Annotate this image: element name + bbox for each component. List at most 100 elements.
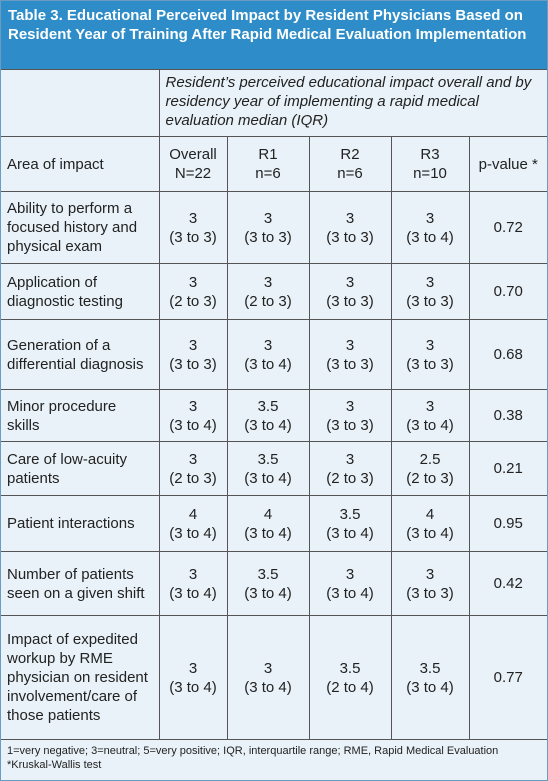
value-cell: 3 (3 to 3) (226, 191, 310, 264)
iqr: (3 to 4) (326, 584, 374, 602)
median: 3 (188, 273, 198, 291)
data-row: Care of low-acuity patients 3 (2 to 3) 3.5(… (1, 441, 548, 496)
value-cell: 3.5 (3 to 4) (226, 441, 310, 496)
column-header: R3 n=10 (390, 136, 470, 192)
iqr: (3 to 4) (244, 355, 292, 373)
value-cell: 3 (3 to 4) (226, 319, 310, 390)
table-title: Table 3. Educational Perceived Impact by… (1, 1, 547, 69)
p-value: 0.21 (468, 441, 548, 496)
median: 3 (425, 397, 435, 415)
value-cell: 3 (3 to 3) (390, 263, 470, 320)
iqr: (2 to 3) (169, 292, 217, 310)
value-cell: 3 (3 to 3) (308, 319, 392, 390)
column-header: R2 n=6 (308, 136, 392, 192)
median: 3 (345, 565, 355, 583)
median: 3.5 (257, 565, 279, 583)
value-cell: 3.5 (3 to 4) (226, 551, 310, 616)
iqr: (3 to 4) (244, 416, 292, 434)
median: 3 (188, 565, 198, 583)
iqr: (3 to 4) (244, 678, 292, 696)
median: 4 (263, 505, 273, 523)
column-label: Area of impact (7, 155, 104, 173)
iqr: (3 to 4) (406, 524, 454, 542)
median: 3.5 (257, 397, 279, 415)
row-label: Application of diagnostic testing (1, 263, 160, 320)
value-cell: 3 (3 to 3) (158, 191, 228, 264)
caption: Resident’s perceived educational impact … (158, 69, 548, 137)
median: 3 (425, 209, 435, 227)
column-label: R3 (420, 146, 440, 163)
iqr: (3 to 4) (244, 524, 292, 542)
value-cell: 3 (3 to 4) (158, 389, 228, 442)
median: 3 (263, 209, 273, 227)
value-cell: 4 (3 to 4) (158, 495, 228, 552)
median: 3 (188, 209, 198, 227)
row-label: Care of low-acuity patients (1, 441, 160, 496)
value-cell: 3 (2 to 3) (308, 441, 392, 496)
value-cell: 2.5 (2 to 3) (390, 441, 470, 496)
median: 3 (425, 273, 435, 291)
data-row: Patient interactions 4 (3 to 4) 4 (3 to 4) 3.… (1, 495, 548, 552)
iqr: (3 to 3) (406, 584, 454, 602)
value-cell: 3.5 (3 to 4) (390, 615, 470, 740)
iqr: (2 to 3) (326, 469, 374, 487)
data-row: Application of diagnostic testing 3 (2 to … (1, 263, 548, 320)
iqr: (3 to 4) (406, 228, 454, 246)
value-cell: 3 (2 to 3) (158, 441, 228, 496)
iqr: (3 to 4) (169, 524, 217, 542)
column-label: p-value * (478, 155, 538, 173)
column-header: Area of impact (1, 136, 160, 192)
median: 3.5 (339, 659, 361, 677)
value-cell: 3 (3 to 4) (226, 615, 310, 740)
data-row: Generation of a differential diagnosis 3(… (1, 319, 548, 390)
p-value: 0.42 (468, 551, 548, 616)
column-header: R1 n=6 (226, 136, 310, 192)
value-cell: 3 (3 to 3) (390, 551, 470, 616)
iqr: (3 to 3) (169, 228, 217, 246)
median: 4 (425, 505, 435, 523)
row-label: Ability to perform a focused history and… (1, 191, 160, 264)
iqr: (3 to 4) (326, 524, 374, 542)
value-cell: 4 (3 to 4) (226, 495, 310, 552)
column-header: p-value * (468, 136, 548, 192)
data-row: Impact of expedited workup by RME physic… (1, 615, 548, 740)
header-row: Area of impact Overall N=22 R1 n=6 R2 n=6 R3 n=1… (1, 136, 548, 192)
median: 3.5 (419, 659, 441, 677)
iqr: (3 to 3) (406, 355, 454, 373)
iqr: (3 to 4) (169, 584, 217, 602)
value-cell: 3 (3 to 4) (158, 551, 228, 616)
footnotes: 1=very negative; 3=neutral; 5=very posit… (1, 740, 547, 776)
iqr: (2 to 3) (244, 292, 292, 310)
value-cell: 3 (3 to 4) (158, 615, 228, 740)
iqr: (3 to 3) (326, 292, 374, 310)
value-cell: 3 (3 to 4) (308, 551, 392, 616)
p-value: 0.68 (468, 319, 548, 390)
median: 3 (345, 209, 355, 227)
p-value: 0.72 (468, 191, 548, 264)
empty-cell (1, 69, 160, 137)
median: 4 (188, 505, 198, 523)
median: 3 (425, 336, 435, 354)
iqr: (3 to 4) (406, 416, 454, 434)
value-cell: 3 (3 to 3) (390, 319, 470, 390)
iqr: (3 to 3) (244, 228, 292, 246)
row-label: Minor procedure skills (1, 389, 160, 442)
iqr: (3 to 4) (406, 678, 454, 696)
value-cell: 3.5 (2 to 4) (308, 615, 392, 740)
median: 3 (345, 336, 355, 354)
median: 2.5 (419, 450, 441, 468)
column-sub: n=6 (337, 165, 363, 182)
column-label: R2 (340, 146, 360, 163)
iqr: (2 to 3) (169, 469, 217, 487)
data-row: Ability to perform a focused history and… (1, 191, 548, 264)
column-sub: n=10 (413, 165, 447, 182)
median: 3 (345, 397, 355, 415)
iqr: (3 to 3) (326, 416, 374, 434)
footnote: *Kruskal-Wallis test (7, 759, 102, 771)
median: 3 (263, 273, 273, 291)
column-label: Overall (169, 146, 217, 163)
median: 3 (188, 336, 198, 354)
value-cell: 4 (3 to 4) (390, 495, 470, 552)
iqr: (3 to 4) (169, 678, 217, 696)
